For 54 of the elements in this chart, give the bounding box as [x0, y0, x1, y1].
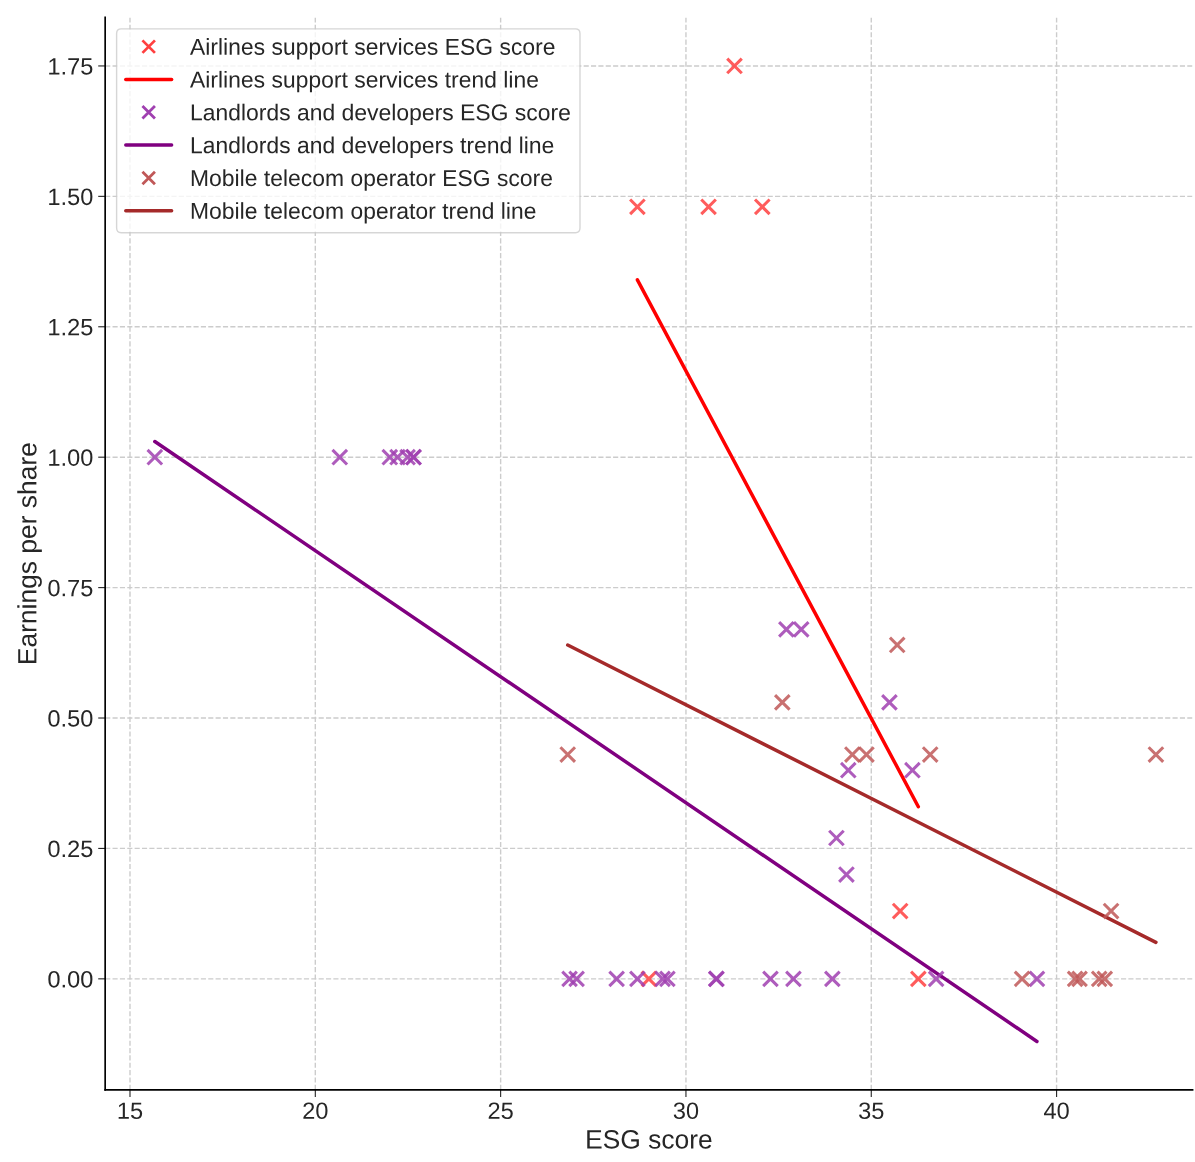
y-tick-label: 1.00 [49, 449, 93, 466]
point [837, 865, 856, 884]
point [921, 745, 940, 764]
point [823, 970, 842, 988]
point [761, 970, 780, 988]
point [330, 448, 349, 466]
point [725, 57, 744, 75]
y-tick-label: 0.50 [48, 710, 93, 727]
y-tick-label: 0.25 [48, 840, 93, 858]
legend-label: Airlines support services ESG score [190, 38, 555, 60]
point [146, 448, 164, 466]
point [607, 970, 626, 988]
x-tick-label: 15 [118, 1102, 143, 1120]
point [903, 761, 922, 779]
point [753, 197, 772, 216]
point [888, 636, 907, 654]
point [880, 693, 899, 712]
y-axis-title: Earnings per share [17, 443, 42, 663]
legend-label: Mobile telecom operator ESG score [191, 169, 552, 191]
point [1070, 970, 1089, 988]
point [1028, 970, 1046, 988]
point [839, 761, 858, 779]
point [560, 970, 579, 988]
point [1095, 970, 1114, 988]
point [827, 829, 846, 847]
point [1102, 902, 1120, 920]
x-tick-label: 25 [488, 1102, 513, 1120]
point [1090, 970, 1109, 988]
x-axis-title: ESG score [587, 1130, 712, 1149]
x-tick-label: 30 [673, 1102, 699, 1120]
legend-label: Mobile telecom operator trend line [191, 202, 536, 224]
x-tick-label: 40 [1044, 1102, 1069, 1120]
point [558, 745, 577, 764]
point [628, 197, 647, 216]
point [784, 970, 803, 988]
x-tick-label: 35 [859, 1102, 884, 1120]
point [1013, 970, 1031, 988]
y-tick-label: 1.75 [49, 58, 93, 75]
point [927, 970, 945, 988]
y-tick-label: 0.75 [48, 579, 93, 597]
y-tick-label: 0.00 [48, 970, 93, 988]
y-tick-label: 1.25 [49, 318, 93, 336]
point [773, 693, 792, 712]
legend-label: Landlords and developers trend line [191, 136, 554, 158]
point [699, 197, 718, 216]
point [567, 970, 586, 988]
legend-label: Airlines support services trend line [190, 70, 538, 93]
point [909, 970, 928, 988]
point [1147, 745, 1165, 764]
point [628, 970, 647, 988]
legend-label: Landlords and developers ESG score [191, 103, 570, 126]
y-tick-label: 1.50 [49, 188, 93, 206]
x-tick-label: 20 [303, 1102, 328, 1120]
point [891, 902, 909, 920]
